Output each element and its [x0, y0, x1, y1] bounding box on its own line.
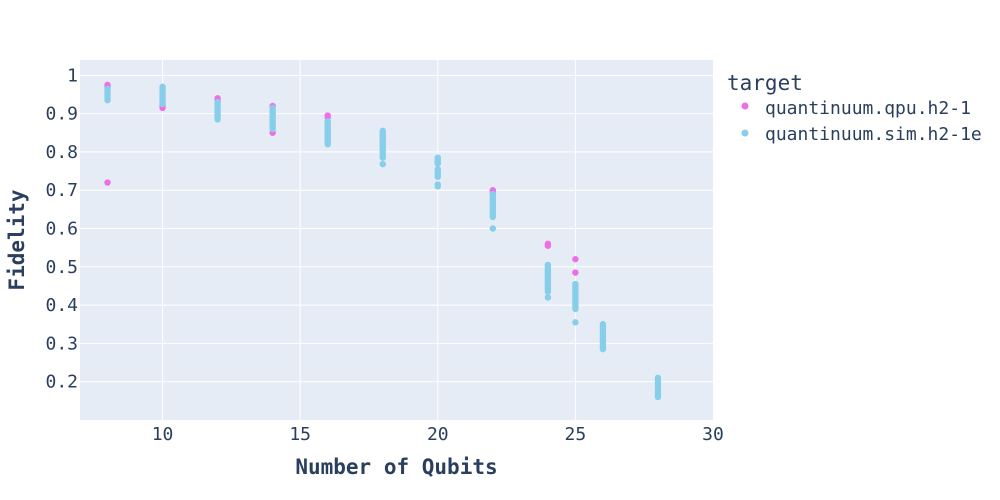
data-point-sim	[544, 261, 552, 269]
data-point-sim	[434, 154, 441, 161]
legend-item-qpu[interactable]: quantinuum.qpu.h2-1	[741, 98, 971, 119]
legend-marker-sim	[741, 129, 749, 137]
data-point-qpu	[544, 242, 552, 249]
data-point-sim	[599, 321, 607, 328]
data-point-sim	[544, 294, 552, 301]
data-point-sim	[379, 127, 386, 135]
legend-label-qpu: quantinuum.qpu.h2-1	[765, 98, 971, 119]
data-point-qpu	[104, 179, 111, 186]
data-point-sim	[324, 118, 331, 125]
x-tick-label: 30	[702, 424, 724, 445]
y-tick-label: 1	[67, 65, 78, 86]
data-point-sim	[489, 225, 497, 232]
x-axis-title: Number of Qubits	[295, 455, 497, 479]
y-tick-label: 0.4	[45, 295, 78, 316]
data-point-sim	[104, 85, 111, 92]
legend-label-sim: quantinuum.sim.h2-1e	[765, 124, 982, 145]
data-point-sim	[159, 83, 166, 91]
data-points	[104, 81, 662, 401]
y-tick-label: 0.9	[45, 104, 78, 125]
data-point-qpu	[572, 255, 579, 263]
data-point-sim	[572, 280, 579, 288]
data-point-sim	[489, 190, 497, 198]
y-tick-label: 0.5	[45, 257, 78, 278]
data-point-sim	[654, 374, 662, 382]
plot-background	[80, 60, 713, 420]
legend-marker-qpu	[741, 102, 749, 110]
y-tick-label: 0.3	[45, 333, 78, 354]
y-axis-ticks: 0.2 0.3 0.4 0.5 0.6 0.7 0.8 0.9 1	[45, 65, 78, 392]
y-tick-label: 0.2	[45, 372, 78, 393]
y-tick-label: 0.8	[45, 142, 78, 163]
data-point-sim	[379, 160, 386, 168]
data-point-sim	[572, 319, 579, 326]
y-tick-label: 0.7	[45, 180, 78, 201]
data-point-sim	[434, 165, 441, 173]
data-point-sim	[434, 181, 441, 188]
legend-item-sim[interactable]: quantinuum.sim.h2-1e	[741, 124, 982, 145]
legend-title: target	[727, 71, 803, 95]
data-point-sim	[269, 104, 276, 112]
x-tick-label: 15	[289, 424, 311, 445]
data-point-qpu	[572, 269, 579, 276]
y-axis-title: Fidelity	[5, 189, 29, 291]
x-tick-label: 20	[427, 424, 449, 445]
x-tick-label: 25	[565, 424, 587, 445]
x-tick-label: 10	[152, 424, 174, 445]
legend: target quantinuum.qpu.h2-1 quantinuum.si…	[727, 71, 982, 145]
grid-lines	[80, 60, 713, 420]
y-tick-label: 0.6	[45, 219, 78, 240]
x-axis-ticks: 10 15 20 25 30	[152, 424, 724, 445]
data-point-sim	[214, 98, 221, 106]
